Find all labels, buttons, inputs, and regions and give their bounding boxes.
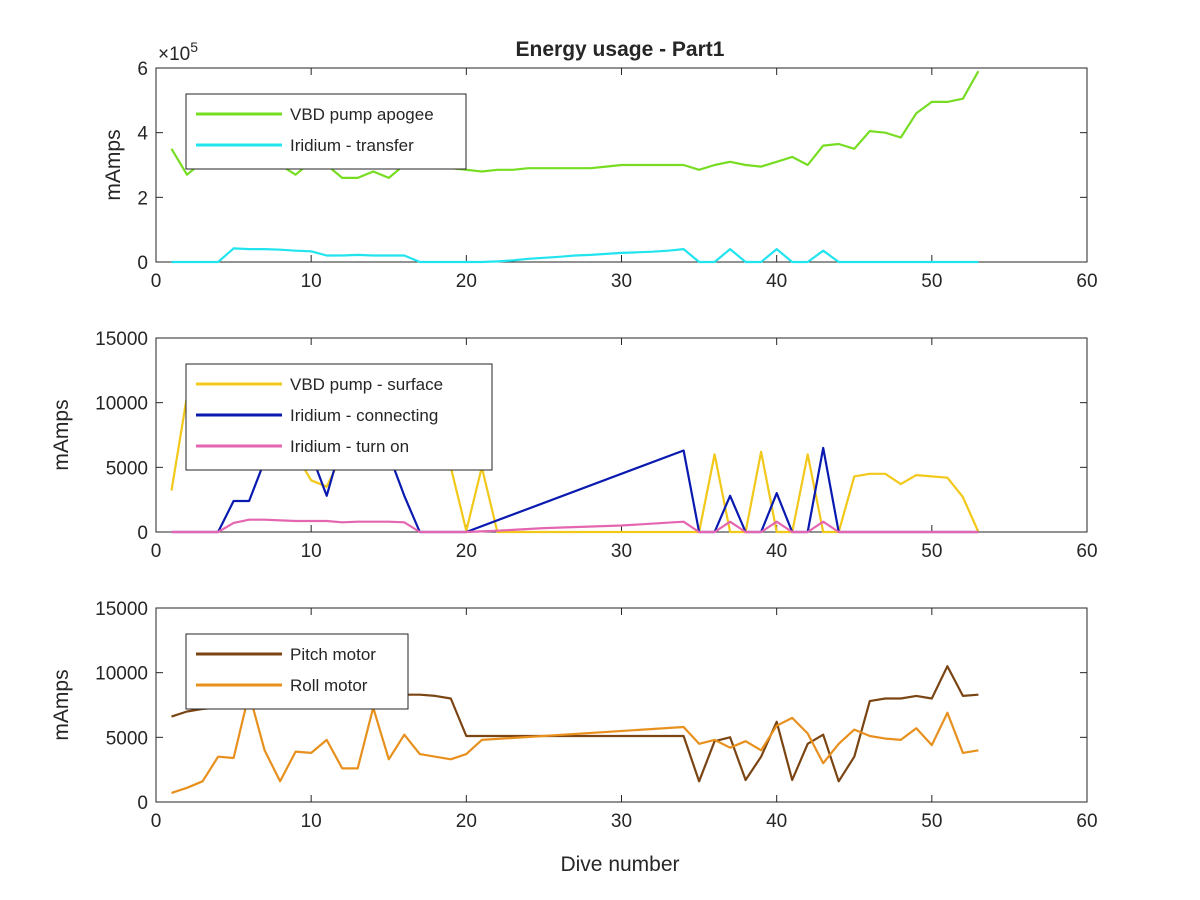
y-tick-label: 2 [137,188,148,209]
y-tick-label: 4 [137,124,148,145]
legend-label: Iridium - connecting [290,406,438,425]
x-tick-label: 20 [456,271,477,292]
y-tick-label: 0 [137,253,148,274]
x-tick-label: 50 [921,811,942,832]
legend: Pitch motor Roll motor [185,633,409,710]
x-tick-label: 40 [766,811,787,832]
legend-label: Pitch motor [290,645,376,664]
x-tick-label: 20 [456,811,477,832]
legend: VBD pump apogee Iridium - transfer [185,93,467,170]
y-tick-label: 15000 [95,599,148,620]
x-tick-label: 10 [301,541,322,562]
x-tick-label: 0 [151,811,162,832]
series-line-roll-motor [171,692,979,794]
y-tick-label: 15000 [95,329,148,350]
y-axis-label: mAmps [102,129,125,200]
x-tick-label: 50 [921,271,942,292]
x-tick-label: 60 [1076,811,1097,832]
x-tick-label: 60 [1076,541,1097,562]
y-exponent-label: ×105 [158,39,198,65]
x-tick-label: 10 [301,811,322,832]
x-tick-label: 50 [921,541,942,562]
legend: VBD pump - surface Iridium - connecting Ir… [185,363,493,471]
y-exponent-power: 5 [190,39,198,55]
x-axis-label: Dive number [560,853,679,876]
legend-box [185,363,493,471]
y-axis-label: mAmps [50,669,73,740]
x-tick-label: 0 [151,541,162,562]
y-tick-label: 5000 [106,728,148,749]
y-tick-label: 10000 [95,394,148,415]
legend-label: Iridium - transfer [290,136,414,155]
legend-label: Iridium - turn on [290,437,409,456]
legend-label: VBD pump - surface [290,375,443,394]
x-tick-label: 30 [611,811,632,832]
y-tick-label: 6 [137,59,148,80]
x-tick-label: 30 [611,271,632,292]
legend-label: VBD pump apogee [290,105,434,124]
figure-title: Energy usage - Part1 [516,38,725,61]
legend-label: Roll motor [290,676,368,695]
x-tick-label: 40 [766,271,787,292]
x-tick-label: 30 [611,541,632,562]
y-axis-label: mAmps [50,399,73,470]
y-tick-label: 10000 [95,664,148,685]
subplot-1: 0 10 20 30 40 50 60 0 2 4 6 ×105 mAmps VBD pump apoge… [102,39,1098,292]
y-tick-label: 0 [137,793,148,814]
series-line-iridium-transfer [171,247,979,264]
x-tick-label: 20 [456,541,477,562]
x-tick-label: 40 [766,541,787,562]
x-tick-label: 0 [151,271,162,292]
x-tick-label: 60 [1076,271,1097,292]
series-line-iridium-turn-on [171,518,979,534]
x-tick-label: 10 [301,271,322,292]
y-tick-label: 0 [137,523,148,544]
y-tick-label: 5000 [106,458,148,479]
legend-box [185,93,467,170]
subplot-2: 0 10 20 30 40 50 60 0 5000 10000 15000 mAmps VBD pum… [50,329,1098,562]
legend-box [185,633,409,710]
subplot-3: 0 10 20 30 40 50 60 0 5000 10000 15000 mAmps Pitch m… [50,599,1098,832]
